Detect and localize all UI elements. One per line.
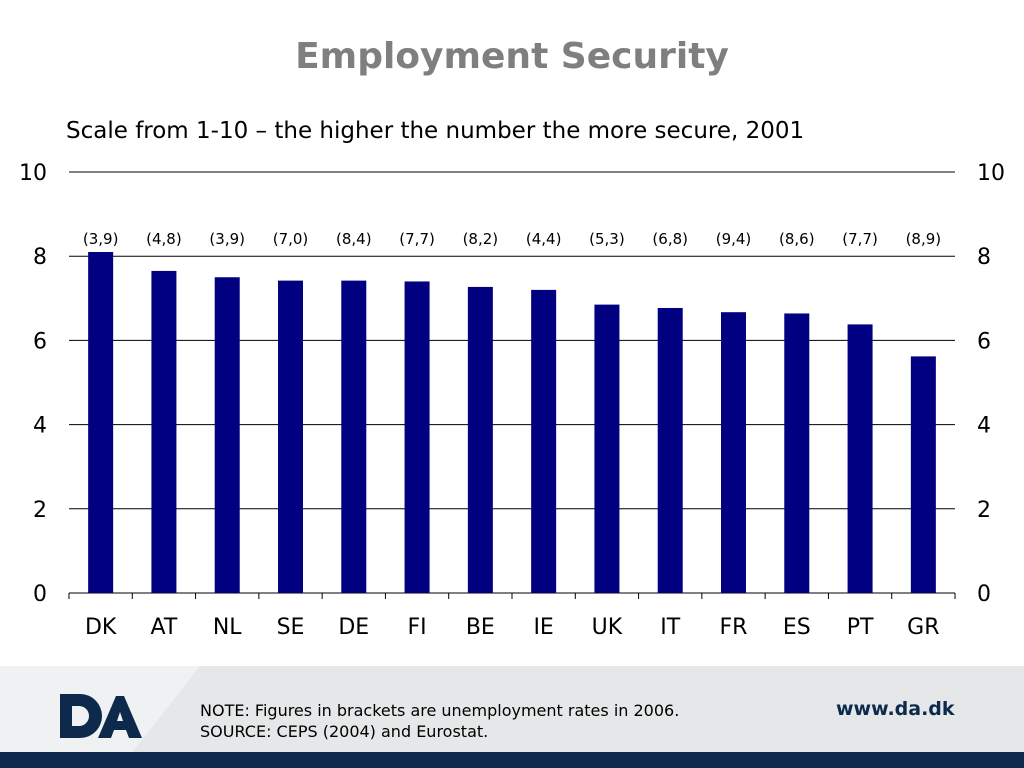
- bar: [278, 280, 303, 593]
- y-tick-label: 10: [19, 161, 47, 186]
- x-tick-label: DK: [85, 615, 117, 640]
- y-tick-label-right: 6: [977, 329, 991, 354]
- footer-band: [0, 752, 1024, 768]
- bar-annotation: (9,4): [716, 230, 752, 248]
- bar-annotation: (7,7): [842, 230, 878, 248]
- bar-annotation: (7,0): [273, 230, 309, 248]
- x-tick-label: GR: [907, 615, 939, 640]
- chart-subtitle: Scale from 1-10 – the higher the number …: [66, 118, 805, 144]
- bar: [467, 286, 493, 593]
- bar-annotation: (3,9): [83, 230, 119, 248]
- x-tick-label: FR: [720, 615, 748, 640]
- bar: [214, 277, 240, 593]
- labels: 0 0 2 2 4 4 6 6 8 8 10 10 DK (3,9) AT (4,8) NL (3,9) SE (7,…: [19, 161, 1005, 640]
- bar: [784, 313, 810, 593]
- website-link[interactable]: www.da.dk: [836, 698, 955, 720]
- bar: [721, 312, 746, 593]
- y-tick-label-right: 8: [977, 245, 991, 270]
- y-tick-label: 0: [33, 582, 47, 607]
- note-line: NOTE: Figures in brackets are unemployme…: [200, 701, 680, 720]
- bar-annotation: (8,4): [336, 230, 372, 248]
- y-tick-label: 6: [33, 329, 47, 354]
- y-tick-label: 4: [33, 414, 47, 439]
- bar-annotation: (6,8): [652, 230, 688, 248]
- y-tick-label-right: 0: [977, 582, 991, 607]
- bar-annotation: (3,9): [209, 230, 245, 248]
- bar-annotation: (7,7): [399, 230, 435, 248]
- x-tick-label: IE: [533, 615, 553, 640]
- y-tick-label-right: 10: [977, 161, 1005, 186]
- bar-annotation: (5,3): [589, 230, 625, 248]
- bar-annotation: (8,6): [779, 230, 815, 248]
- footnote: NOTE: Figures in brackets are unemployme…: [200, 700, 679, 742]
- bar-chart: 0 0 2 2 4 4 6 6 8 8 10 10 DK (3,9) AT (4,8) NL (3,9) SE (7,…: [19, 161, 1005, 640]
- bar: [88, 251, 114, 593]
- x-tick-label: UK: [592, 615, 623, 640]
- bar: [594, 304, 620, 593]
- bar: [531, 289, 557, 593]
- y-tick-label: 2: [33, 498, 47, 523]
- bar: [910, 356, 936, 593]
- y-tick-label-right: 2: [977, 498, 991, 523]
- footer: NOTE: Figures in brackets are unemployme…: [0, 666, 1024, 768]
- gridlines: [69, 171, 955, 510]
- bar: [341, 280, 367, 593]
- y-tick-label-right: 4: [977, 414, 991, 439]
- x-tick-label: SE: [277, 615, 305, 640]
- bar-annotation: (8,9): [906, 230, 942, 248]
- bar: [847, 324, 873, 593]
- x-tick-label: FI: [407, 615, 426, 640]
- da-logo: [60, 694, 142, 738]
- bar-annotation: (4,8): [146, 230, 182, 248]
- axes: [68, 592, 956, 599]
- bar-annotation: (8,2): [463, 230, 499, 248]
- x-tick-label: ES: [783, 615, 811, 640]
- x-tick-label: BE: [466, 615, 495, 640]
- x-tick-label: AT: [151, 615, 178, 640]
- slide-title: Employment Security: [295, 36, 729, 77]
- bar: [151, 270, 177, 593]
- x-tick-label: IT: [660, 615, 680, 640]
- bar: [657, 307, 683, 593]
- x-tick-label: PT: [847, 615, 874, 640]
- bar-annotation: (4,4): [526, 230, 562, 248]
- bar: [404, 281, 430, 593]
- y-tick-label: 8: [33, 245, 47, 270]
- source-line: SOURCE: CEPS (2004) and Eurostat.: [200, 722, 489, 741]
- x-tick-label: NL: [213, 615, 242, 640]
- x-tick-label: DE: [338, 615, 369, 640]
- bars: [88, 251, 936, 593]
